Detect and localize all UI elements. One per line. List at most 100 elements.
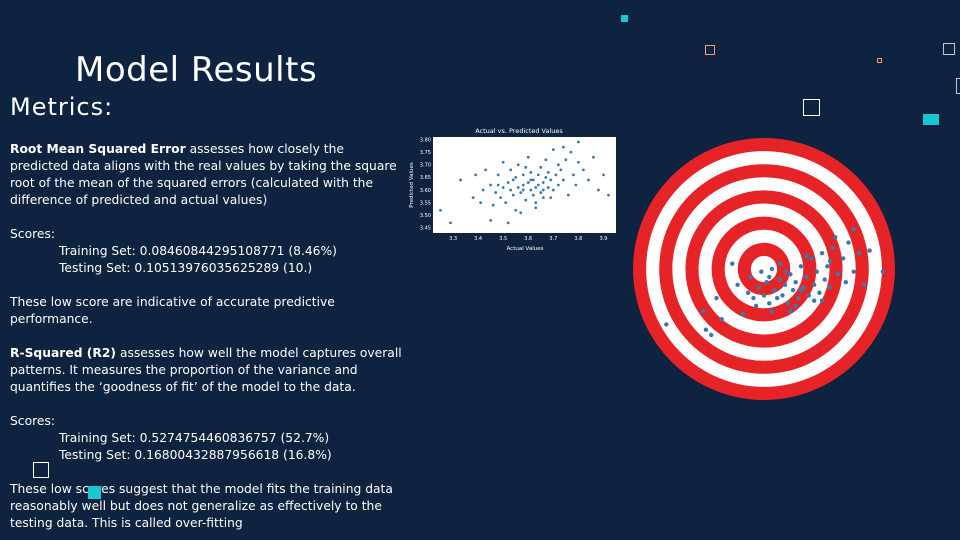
target-point [798,287,804,293]
x-tick-label: 3.8 [574,236,582,242]
scatter-point [496,183,500,187]
y-tick-label: 3.70 [420,163,431,169]
deco-square-5 [803,99,820,116]
target-point [782,282,788,288]
target-point [788,309,793,314]
scatter-point [576,160,580,164]
target-point [796,295,801,301]
target-point [856,250,862,256]
scatter-point [536,173,540,177]
r2-testing-score: Testing Set: 0.16800432887956618 (16.8%) [59,448,332,462]
target-point [664,322,669,327]
scatter-point [597,188,600,192]
target-point [827,285,833,290]
scatter-point [524,198,528,202]
y-tick-label: 3.75 [420,150,431,156]
target-point [759,269,764,274]
scatter-point [607,193,610,197]
target-point [790,287,796,293]
target-point [819,298,825,303]
target-point [793,303,798,309]
target-point [701,309,706,314]
x-tick-label: 3.6 [524,236,532,242]
r2-conclusion: These low scores suggest that the model … [10,482,393,530]
scatter-point [592,155,595,159]
target-point [798,264,804,269]
x-tick-label: 3.5 [499,236,507,242]
scatter-point [516,163,520,167]
scatter-point [519,211,523,215]
y-tick-label: 3.45 [420,226,431,232]
target-point [775,295,780,301]
target-point [819,250,825,256]
x-tick-label: 3.7 [549,236,557,242]
scatter-point [484,168,488,172]
target-point [846,240,851,245]
scatter-point [506,181,510,184]
scatter-point [539,165,543,169]
deco-square-4 [877,58,882,63]
scatter-point [474,173,478,177]
scatter-point [556,183,560,187]
scatter-point [571,173,575,177]
scatter-point [514,176,518,179]
deco-square-8 [88,486,101,499]
scatter-point [554,173,558,177]
target-point [880,269,885,274]
scatter-point [481,188,485,192]
y-tick-label: 3.80 [420,137,431,143]
target-svg [633,138,895,400]
scatter-point [539,191,543,194]
scatter-point [489,218,493,222]
target-point [788,272,793,277]
scatter-point [574,183,578,187]
scatter-point [541,181,545,184]
r2-description: assesses how well the model captures ove… [10,346,402,394]
scatter-point [541,188,545,192]
scatter-point [521,173,525,177]
deco-square-2 [705,45,715,55]
rmse-conclusion: These low score are indicative of accura… [10,295,335,326]
deco-square-3 [943,43,955,55]
target-point [777,261,783,266]
scatter-point [561,178,565,182]
scatter-point [534,186,538,189]
scatter-point [521,183,525,187]
x-tick-label: 3.9 [599,236,607,242]
scatter-point [529,188,533,192]
target-point [714,295,719,301]
rmse-testing-score: Testing Set: 0.10513976035625289 (10.) [59,261,313,275]
deco-square-7 [33,462,49,478]
scatter-point [519,191,523,194]
target-point [769,309,775,314]
target-point [814,269,819,274]
rmse-scores-label: Scores: [10,227,55,241]
target-point [851,269,856,274]
target-point [761,293,767,298]
scatter-point [549,196,553,200]
target-point [851,227,856,232]
target-point [740,311,746,317]
scatter-point [546,186,550,189]
target-point [769,266,775,272]
chart-title: Actual vs. Predicted Values [475,127,563,135]
scatter-chart-svg: Actual vs. Predicted Values 3.3 3.4 3.5 3.6… [407,124,621,252]
target-graphic [632,137,896,401]
scatter-point [489,183,493,187]
target-point [833,235,838,240]
deco-bar-right [956,78,960,94]
slide-subtitle: Metrics: [10,93,114,121]
target-point [780,293,785,298]
target-point [830,245,835,251]
scatter-point [496,173,500,177]
scatter-point [494,191,498,194]
r2-paragraph: R-Squared (R2) assesses how well the mod… [10,345,402,396]
target-point [782,269,788,274]
target-point [841,256,846,261]
scatter-point [471,196,475,200]
scatter-point [439,208,442,212]
scatter-point [551,148,555,152]
target-point [772,287,777,293]
rmse-description: assesses how closely the predicted data … [10,142,397,207]
target-point [817,290,822,295]
